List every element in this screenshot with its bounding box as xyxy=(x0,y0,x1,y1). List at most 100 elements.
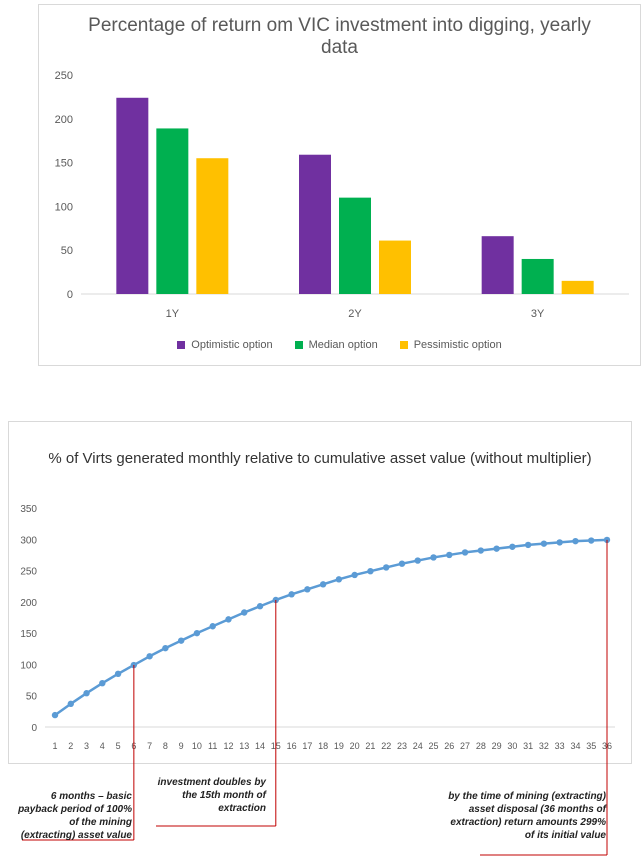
data-point xyxy=(114,670,122,678)
x-tick-label: 31 xyxy=(523,741,533,751)
y-tick-label: 350 xyxy=(20,504,37,515)
x-tick-label: 25 xyxy=(429,741,439,751)
x-tick-label: 35 xyxy=(586,741,596,751)
y-tick-label: 50 xyxy=(26,692,38,703)
x-tick-label: 12 xyxy=(223,741,233,751)
x-tick-label: 17 xyxy=(302,741,312,751)
legend-item-optimistic: Optimistic option xyxy=(177,339,273,351)
annotation-month-6: 6 months – basic payback period of 100% … xyxy=(18,791,132,841)
x-tick-label: 9 xyxy=(179,741,184,751)
data-point xyxy=(241,609,248,616)
x-tick-label: 30 xyxy=(507,741,517,751)
data-point xyxy=(351,571,358,579)
y-tick-label: 200 xyxy=(55,114,73,126)
x-tick-label: 20 xyxy=(350,741,360,751)
legend-item-median: Median option xyxy=(294,339,378,351)
legend-swatch-optimistic xyxy=(177,341,186,349)
y-tick-label: 300 xyxy=(20,535,37,546)
legend-label-pessimistic: Pessimistic option xyxy=(413,339,502,351)
x-tick-label: 32 xyxy=(539,741,549,751)
y-tick-label: 0 xyxy=(31,723,37,734)
data-point xyxy=(146,653,153,660)
legend-label-median: Median option xyxy=(308,339,378,351)
data-point xyxy=(304,586,311,593)
bar-median-option xyxy=(339,197,371,294)
data-point xyxy=(556,539,563,546)
bar-chart-title: Percentage of return om VIC investment i… xyxy=(88,15,591,58)
data-point xyxy=(446,551,453,559)
x-tick-label: 10 xyxy=(192,741,202,751)
x-tick-label: 23 xyxy=(397,741,407,751)
series-line xyxy=(54,538,608,717)
bar-pessimistic-option xyxy=(196,158,229,294)
bar-pessimistic-option xyxy=(561,280,594,294)
data-point xyxy=(51,711,59,719)
y-tick-label: 250 xyxy=(55,70,73,82)
x-tick-label: 26 xyxy=(444,741,454,751)
y-tick-label: 100 xyxy=(20,660,37,671)
bar-median-option xyxy=(156,128,189,294)
x-tick-label: 27 xyxy=(460,741,470,751)
data-point xyxy=(477,547,485,554)
data-point xyxy=(461,549,469,556)
bar-pessimistic-option xyxy=(379,240,411,294)
x-tick-label: 21 xyxy=(365,741,375,751)
data-point xyxy=(288,591,295,598)
bar-median-option xyxy=(521,258,554,294)
data-point xyxy=(540,540,548,547)
legend-label-optimistic: Optimistic option xyxy=(191,339,273,351)
data-point xyxy=(524,541,532,549)
data-point xyxy=(177,637,185,644)
y-tick-label: 200 xyxy=(20,598,37,609)
data-point xyxy=(225,616,232,623)
data-point xyxy=(209,623,216,630)
x-tick-label: 7 xyxy=(147,741,152,751)
legend-swatch-median xyxy=(294,341,303,349)
data-point xyxy=(67,700,74,708)
data-point xyxy=(162,644,169,652)
bar-chart-panel: Percentage of return om VIC investment i… xyxy=(38,4,641,366)
bar-optimistic-option xyxy=(481,236,514,294)
line-chart-panel: % of Virts generated monthly relative to… xyxy=(8,421,632,764)
annotation-month-15: investment doubles by the 15th month of … xyxy=(157,777,266,814)
y-tick-label: 250 xyxy=(20,567,37,578)
bar-chart-plot: 0 50 100 150 200 250 1Y 2Y 3Y xyxy=(55,70,629,320)
bar-optimistic-option xyxy=(299,154,331,294)
data-point xyxy=(398,560,406,567)
x-tick-label: 13 xyxy=(239,741,249,751)
data-point xyxy=(572,537,579,545)
y-tick-label: 150 xyxy=(20,629,37,640)
data-point xyxy=(383,564,390,571)
x-tick-label: 1 xyxy=(52,741,57,751)
x-tick-label: 2Y xyxy=(348,308,362,320)
x-tick-label: 22 xyxy=(381,741,391,751)
legend-item-pessimistic: Pessimistic option xyxy=(399,339,502,351)
x-tick-label: 3Y xyxy=(531,308,545,320)
x-tick-label: 1Y xyxy=(166,308,180,320)
x-tick-label: 5 xyxy=(116,741,121,751)
y-tick-label: 150 xyxy=(55,158,73,170)
x-tick-label: 14 xyxy=(255,741,265,751)
data-point xyxy=(83,690,90,697)
legend-swatch-pessimistic xyxy=(399,341,408,349)
line-chart-title: % of Virts generated monthly relative to… xyxy=(48,450,592,467)
x-tick-label: 33 xyxy=(555,741,565,751)
x-tick-label: 2 xyxy=(68,741,73,751)
data-point xyxy=(493,545,500,552)
x-tick-label: 19 xyxy=(334,741,344,751)
x-tick-label: 18 xyxy=(318,741,328,751)
data-point xyxy=(588,537,595,544)
y-tick-label: 100 xyxy=(55,201,73,213)
x-tick-label: 16 xyxy=(287,741,297,751)
data-point xyxy=(256,603,264,610)
y-tick-label: 50 xyxy=(61,245,73,257)
data-point xyxy=(319,581,327,588)
annotation-month-36: by the time of mining (extracting) asset… xyxy=(448,791,606,841)
y-tick-label: 0 xyxy=(67,289,73,301)
data-point xyxy=(99,680,106,687)
data-point xyxy=(367,567,374,575)
x-tick-label: 3 xyxy=(84,741,89,751)
data-point xyxy=(509,543,516,550)
data-point xyxy=(335,576,343,583)
